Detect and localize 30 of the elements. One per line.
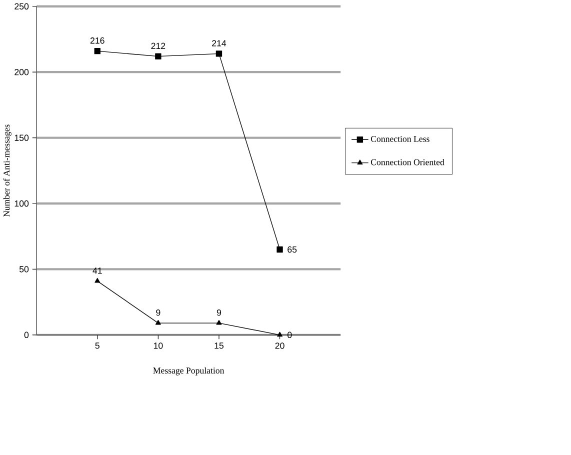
y-axis-title: Number of Anti-messages [3,124,12,217]
legend-label: Connection Less [370,136,430,142]
point [216,50,222,58]
data-label: 214 [212,40,226,47]
y-tick-label: 0 [24,332,29,338]
data-label: 9 [156,310,160,316]
y-tick-label: 100 [14,200,29,207]
point [94,48,100,54]
data-label: 0 [288,332,292,338]
data-label: 65 [288,246,297,253]
data-label: 216 [90,38,104,44]
y-tick-label: 50 [19,266,29,273]
y-tick-label: 150 [14,134,29,142]
data-label: 212 [151,43,166,50]
point [277,332,283,337]
point [94,278,100,284]
x-tick-label: 15 [214,342,224,349]
x-tick-label: 5 [95,342,100,349]
point [155,320,161,326]
point [276,246,283,253]
data-label: 9 [216,310,222,316]
legend-label: Connection Oriented [370,159,444,166]
x-tick-label: 10 [154,342,163,350]
y-tick-label: 200 [14,69,29,76]
point [155,53,162,60]
x-tick-label: 20 [275,342,284,350]
point [216,320,222,326]
y-tick-label: 250 [14,4,29,10]
x-axis-title: Message Population [153,368,224,376]
data-label: 41 [92,268,102,274]
